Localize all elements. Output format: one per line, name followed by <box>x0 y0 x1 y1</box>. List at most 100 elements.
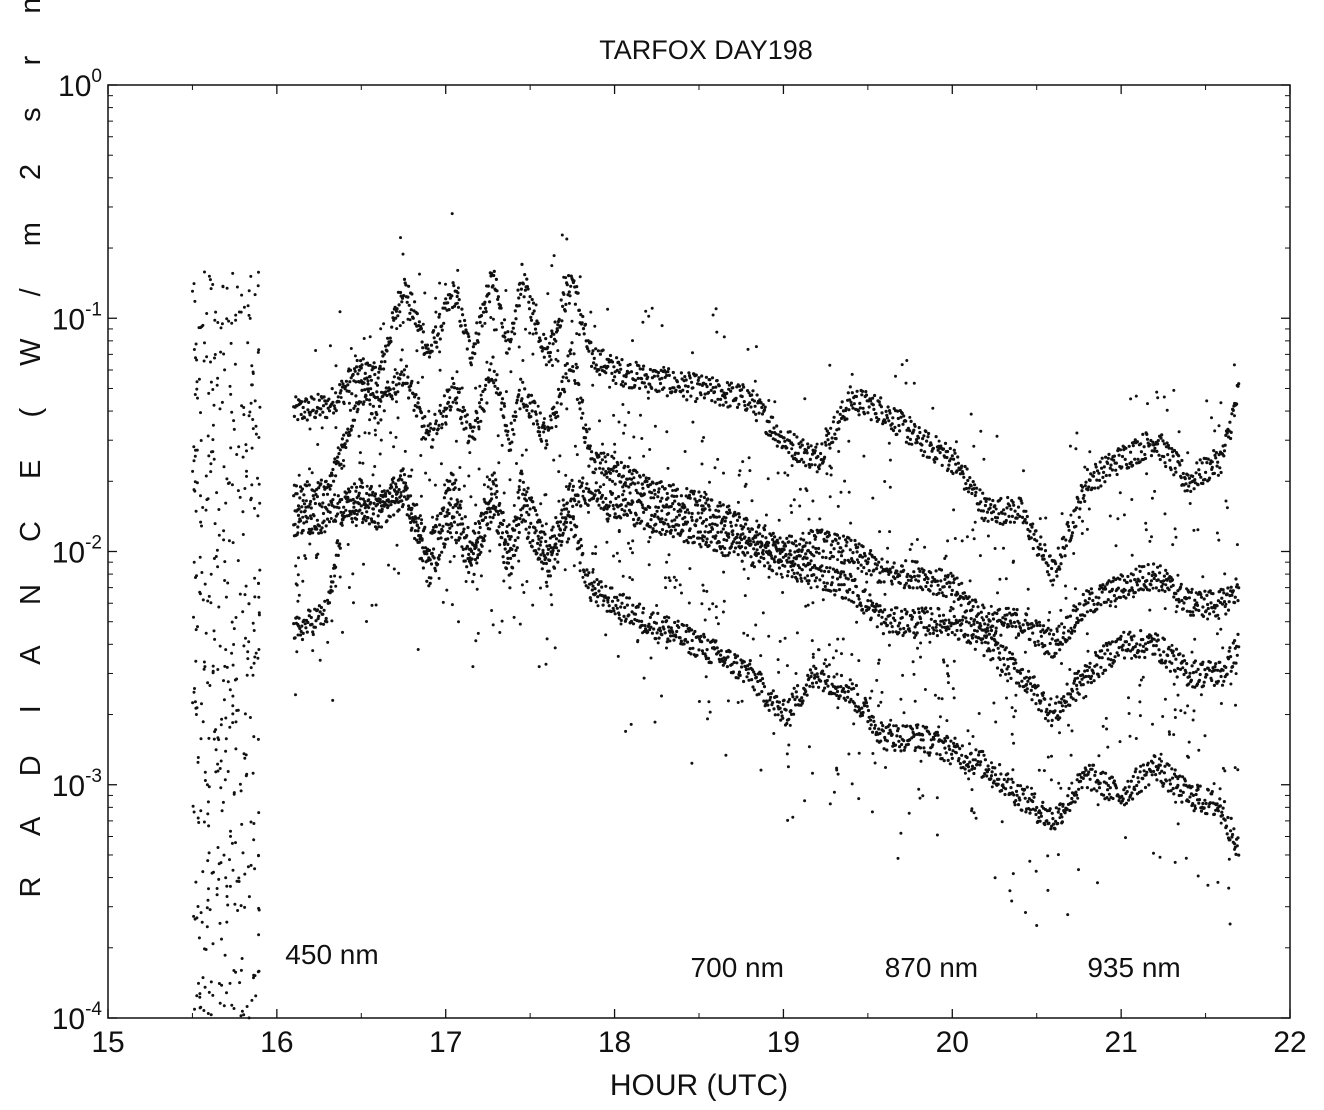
data-point <box>367 493 371 497</box>
data-point <box>878 571 882 575</box>
data-point <box>822 662 826 666</box>
data-point <box>496 297 500 301</box>
data-point <box>808 562 812 566</box>
data-point <box>1116 517 1120 521</box>
data-point <box>395 400 398 404</box>
data-point <box>589 310 593 314</box>
data-point <box>1125 580 1129 585</box>
data-point <box>463 318 467 323</box>
data-point <box>517 304 521 308</box>
data-point <box>392 387 396 391</box>
data-point <box>754 551 758 555</box>
data-point <box>729 520 733 525</box>
data-point <box>396 416 400 420</box>
data-point <box>567 484 571 488</box>
data-point <box>1105 727 1109 731</box>
data-point <box>444 297 448 301</box>
data-point <box>305 480 309 484</box>
data-point <box>1152 449 1156 453</box>
data-point <box>910 442 914 446</box>
data-point <box>517 488 521 492</box>
data-point <box>534 331 538 335</box>
data-point <box>1191 610 1195 614</box>
data-point <box>693 497 697 501</box>
data-point <box>983 516 987 520</box>
data-point <box>885 413 889 417</box>
data-point <box>681 522 686 527</box>
data-point <box>315 518 319 522</box>
data-point <box>520 397 524 401</box>
data-point <box>525 490 529 494</box>
data-point <box>442 496 446 500</box>
data-point <box>1060 662 1063 665</box>
data-point <box>527 393 531 397</box>
data-point <box>708 523 712 527</box>
data-point <box>1097 478 1102 482</box>
data-point <box>491 355 495 359</box>
data-point <box>724 531 728 535</box>
data-point <box>392 318 396 322</box>
data-point <box>667 525 671 529</box>
data-point <box>544 363 549 367</box>
data-point <box>1025 521 1029 525</box>
data-point <box>795 435 799 439</box>
data-point <box>983 640 988 644</box>
data-point <box>581 476 585 480</box>
data-point <box>642 527 646 531</box>
data-point <box>510 547 514 552</box>
data-point <box>1035 621 1039 625</box>
data-point <box>709 388 713 392</box>
data-point <box>800 579 804 583</box>
data-point <box>925 439 929 443</box>
data-point <box>530 297 534 302</box>
data-point <box>798 487 802 491</box>
data-point <box>446 402 450 405</box>
data-point <box>994 507 998 511</box>
data-point <box>449 405 453 409</box>
data-point <box>726 553 730 557</box>
data-point <box>705 537 709 541</box>
data-point <box>814 550 819 554</box>
data-point <box>980 516 984 520</box>
data-point <box>342 464 346 468</box>
data-point <box>723 546 727 551</box>
data-point <box>434 310 438 314</box>
data-point <box>690 515 694 519</box>
data-point <box>331 467 335 472</box>
data-point <box>1203 734 1207 738</box>
data-point <box>1069 753 1073 757</box>
data-point <box>667 576 671 580</box>
data-point <box>527 307 532 311</box>
data-point <box>621 485 625 489</box>
data-point <box>647 563 651 567</box>
data-point <box>456 305 461 309</box>
data-point <box>927 455 931 459</box>
data-point <box>1084 674 1088 679</box>
data-point <box>909 578 913 583</box>
data-point <box>888 411 892 415</box>
data-point <box>361 402 365 406</box>
data-point <box>891 630 895 634</box>
data-point <box>548 341 551 345</box>
data-point <box>552 458 556 462</box>
data-point <box>1198 672 1202 677</box>
data-point <box>1086 649 1090 653</box>
data-point <box>513 332 517 336</box>
data-point <box>921 724 925 728</box>
data-point <box>1193 478 1197 482</box>
data-point <box>441 508 445 513</box>
data-point <box>402 277 407 281</box>
data-point <box>993 504 997 508</box>
data-point <box>1025 514 1029 519</box>
data-point <box>694 399 698 404</box>
data-point <box>696 511 700 515</box>
data-point <box>752 547 756 551</box>
data-point <box>575 503 579 507</box>
data-point <box>420 340 424 344</box>
data-point <box>301 405 305 410</box>
data-point <box>924 584 928 589</box>
data-point <box>760 405 764 410</box>
data-point <box>368 363 372 367</box>
data-point <box>695 397 699 401</box>
data-point <box>546 292 550 296</box>
